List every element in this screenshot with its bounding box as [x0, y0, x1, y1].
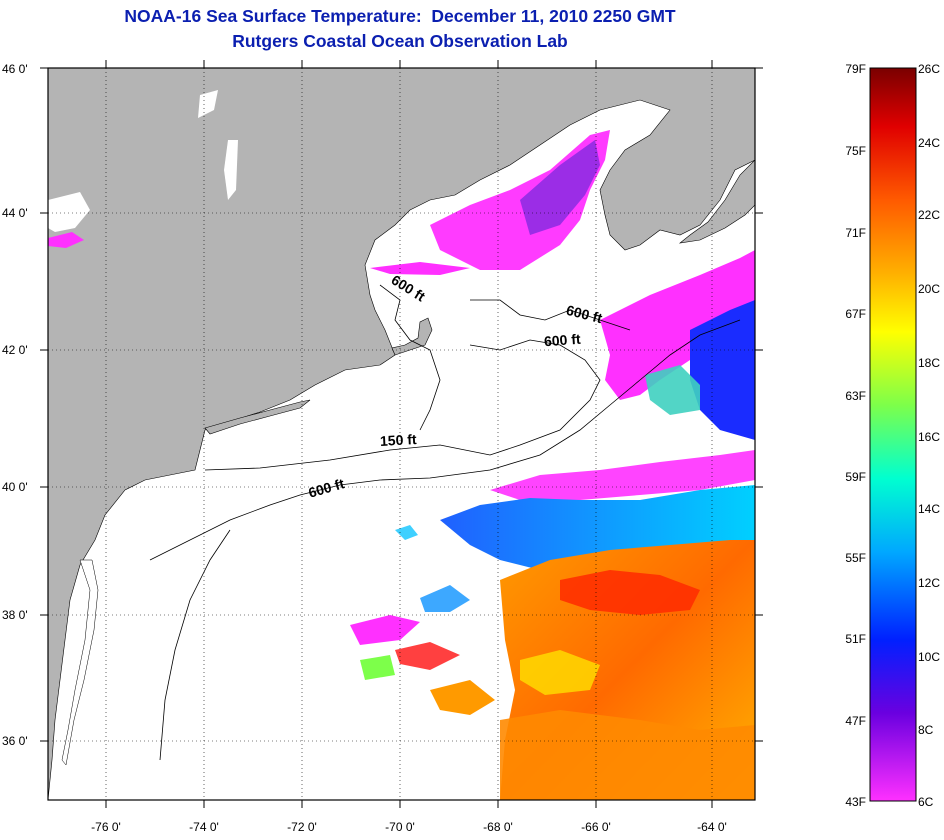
colorbar-f-51: 51F	[845, 632, 866, 646]
lat-label-42: 42 0'	[2, 343, 28, 357]
lat-label-46: 46 0'	[2, 62, 28, 76]
colorbar-c-24: 24C	[918, 136, 941, 150]
colorbar-c-16: 16C	[918, 430, 941, 444]
small-lake	[198, 90, 218, 118]
colorbar-c-10: 10C	[918, 650, 941, 664]
contour-label-600ft-c: 600 ft	[543, 330, 582, 350]
lon-label-72: -72 0'	[287, 820, 317, 834]
sst-blue-slope	[690, 300, 755, 440]
sst-patch-1	[350, 615, 420, 645]
lat-label-40: 40 0'	[2, 480, 28, 494]
chesapeake-bay	[61, 559, 99, 766]
title-line-1: NOAA-16 Sea Surface Temperature: Decembe…	[124, 6, 676, 26]
colorbar-f-63: 63F	[845, 389, 866, 403]
sst-red-core	[560, 570, 700, 615]
lon-label-64: -64 0'	[697, 820, 727, 834]
lon-label-70: -70 0'	[385, 820, 415, 834]
contour-600ft-gulf	[379, 284, 631, 431]
sst-orange-south	[500, 710, 755, 800]
sst-patch-6	[430, 680, 495, 715]
lat-label-44: 44 0'	[2, 206, 28, 220]
colorbar-f-71: 71F	[845, 226, 866, 240]
coastline-south	[159, 529, 231, 761]
map-title: NOAA-16 Sea Surface Temperature: Decembe…	[0, 4, 800, 54]
colorbar-f-79: 79F	[845, 62, 866, 76]
lon-label-66: -66 0'	[581, 820, 611, 834]
contour-label-150ft: 150 ft	[379, 431, 417, 449]
colorbar-c-20: 20C	[918, 282, 941, 296]
sst-magenta-strip	[370, 262, 470, 275]
colorbar-c-12: 12C	[918, 576, 941, 590]
sst-magenta-slope	[600, 250, 755, 400]
sst-magenta-band	[490, 450, 755, 500]
colorbar-f-47: 47F	[845, 714, 866, 728]
contour-600ft	[149, 319, 741, 561]
nova-scotia	[678, 159, 755, 244]
lake-ontario	[48, 192, 90, 232]
lat-label-36: 36 0'	[2, 734, 28, 748]
colorbar-c-18: 18C	[918, 356, 941, 370]
axis-ticks	[40, 60, 763, 808]
sst-cyan-slope	[645, 365, 700, 415]
colorbar	[869, 67, 917, 802]
sst-patch-5	[395, 525, 418, 540]
land-mass	[48, 68, 755, 800]
colorbar-f-43: 43F	[845, 795, 866, 809]
colorbar-f-67: 67F	[845, 307, 866, 321]
map-border	[47, 67, 756, 801]
sst-purple-gulf-maine	[520, 140, 600, 235]
lake-champlain	[224, 140, 238, 200]
lon-label-74: -74 0'	[189, 820, 219, 834]
lon-label-76: -76 0'	[91, 820, 121, 834]
colorbar-c-22: 22C	[918, 208, 941, 222]
title-line-2: Rutgers Coastal Ocean Observation Lab	[232, 31, 568, 51]
sst-patch-4	[360, 655, 395, 680]
colorbar-c-6: 6C	[918, 795, 934, 809]
colorbar-c-8: 8C	[918, 723, 934, 737]
sst-yellow-patch	[520, 650, 600, 695]
long-island	[204, 399, 311, 435]
sst-patch-3	[395, 642, 460, 670]
lat-label-38: 38 0'	[2, 608, 28, 622]
sst-magenta-west	[48, 232, 84, 248]
colorbar-f-75: 75F	[845, 144, 866, 158]
contour-150ft	[204, 339, 601, 471]
colorbar-f-59: 59F	[845, 470, 866, 484]
colorbar-f-55: 55F	[845, 551, 866, 565]
colorbar-c-14: 14C	[918, 502, 941, 516]
colorbar-c-26: 26C	[918, 62, 941, 76]
sst-patch-2	[420, 585, 470, 612]
lon-label-68: -68 0'	[483, 820, 513, 834]
